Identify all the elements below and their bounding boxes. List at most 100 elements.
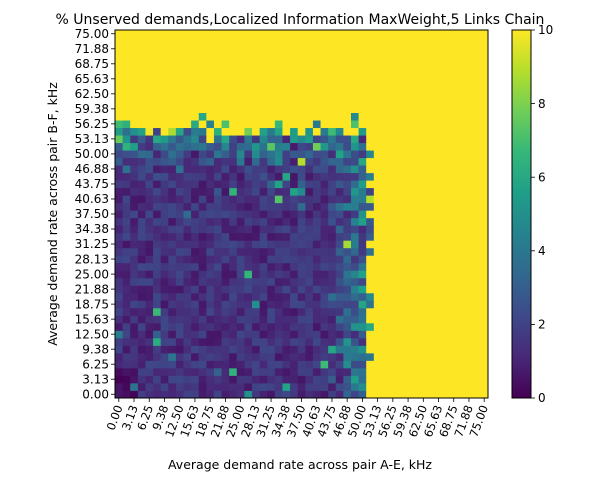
heatmap-cell [404,90,413,98]
heatmap-cell [267,105,276,114]
heatmap-cell [130,390,139,399]
heatmap-cell [115,330,124,339]
heatmap-cell [252,202,261,211]
heatmap-cell [434,285,443,294]
heatmap-cell [221,315,230,324]
heatmap-cell [160,127,169,136]
heatmap-cell [267,75,276,83]
heatmap-cell [312,277,321,286]
heatmap-cell [465,165,474,174]
heatmap-cell [320,300,329,309]
heatmap-cell [312,247,321,256]
heatmap-cell [366,232,375,241]
heatmap-cell [449,135,458,144]
heatmap-cell [366,127,375,136]
heatmap-cell [191,142,200,151]
heatmap-cell [274,127,283,136]
heatmap-cell [221,60,230,68]
heatmap-cell [465,187,474,196]
heatmap-cell [320,120,329,129]
heatmap-cell [274,157,283,166]
heatmap-cell [244,217,253,226]
heatmap-cell [267,142,276,151]
heatmap-cell [442,195,451,204]
heatmap-cell [137,142,146,151]
heatmap-cell [373,315,382,324]
heatmap-cell [427,382,436,391]
heatmap-cell [137,30,146,38]
heatmap-cell [236,307,245,316]
heatmap-cell [145,150,154,159]
heatmap-cell [389,300,398,309]
heatmap-cell [343,330,352,339]
heatmap-cell [427,82,436,91]
heatmap-cell [465,360,474,369]
colorbar-tick-label: 4 [538,244,546,258]
heatmap-cell [419,45,428,53]
heatmap-cell [236,60,245,68]
heatmap-cell [312,315,321,324]
heatmap-cell [404,142,413,151]
heatmap-cell [168,315,177,324]
heatmap-cell [229,202,238,211]
heatmap-cell [282,210,291,219]
heatmap-cell [191,345,200,354]
heatmap-cell [274,112,283,121]
heatmap-cell [229,382,238,391]
heatmap-cell [290,382,299,391]
heatmap-cell [434,225,443,234]
heatmap-cell [411,375,420,384]
heatmap-cell [335,150,344,159]
heatmap-cell [449,120,458,129]
heatmap-cell [343,75,352,83]
heatmap-cell [457,142,466,151]
heatmap-cell [335,120,344,129]
heatmap-cell [350,75,359,83]
heatmap-cell [175,120,184,129]
heatmap-cell [434,180,443,189]
heatmap-cell [350,135,359,144]
heatmap-cell [419,247,428,256]
heatmap-cell [221,135,230,144]
heatmap-cell [434,322,443,331]
heatmap-cell [236,195,245,204]
heatmap-cell [312,172,321,181]
heatmap-cell [213,390,222,399]
heatmap-cell [130,232,139,241]
heatmap-cell [472,142,481,151]
heatmap-cell [343,37,352,46]
heatmap-cell [153,322,162,331]
heatmap-cell [153,232,162,241]
heatmap-cell [221,225,230,234]
heatmap-cell [366,315,375,324]
heatmap-cell [305,195,314,204]
heatmap-cell [396,180,405,189]
heatmap-cell [191,90,200,98]
heatmap-cell [320,157,329,166]
heatmap-cell [312,255,321,264]
heatmap-cell [411,367,420,376]
heatmap-cell [396,165,405,174]
heatmap-cell [434,360,443,369]
heatmap-cell [153,345,162,354]
heatmap-cell [282,97,291,106]
heatmap-cell [259,390,268,399]
heatmap-cell [366,202,375,211]
heatmap-cell [472,157,481,166]
heatmap-cell [366,195,375,204]
heatmap-cell [297,157,306,166]
heatmap-cell [282,120,291,129]
heatmap-cell [175,345,184,354]
heatmap-cell [236,247,245,256]
heatmap-cell [465,142,474,151]
heatmap-cell [168,75,177,83]
heatmap-cell [236,97,245,106]
heatmap-cell [259,82,268,91]
heatmap-cell [130,375,139,384]
heatmap-cell [350,337,359,346]
heatmap-cell [137,345,146,354]
heatmap-cell [175,195,184,204]
heatmap-cell [236,352,245,361]
heatmap-cell [373,345,382,354]
heatmap-cell [206,315,215,324]
